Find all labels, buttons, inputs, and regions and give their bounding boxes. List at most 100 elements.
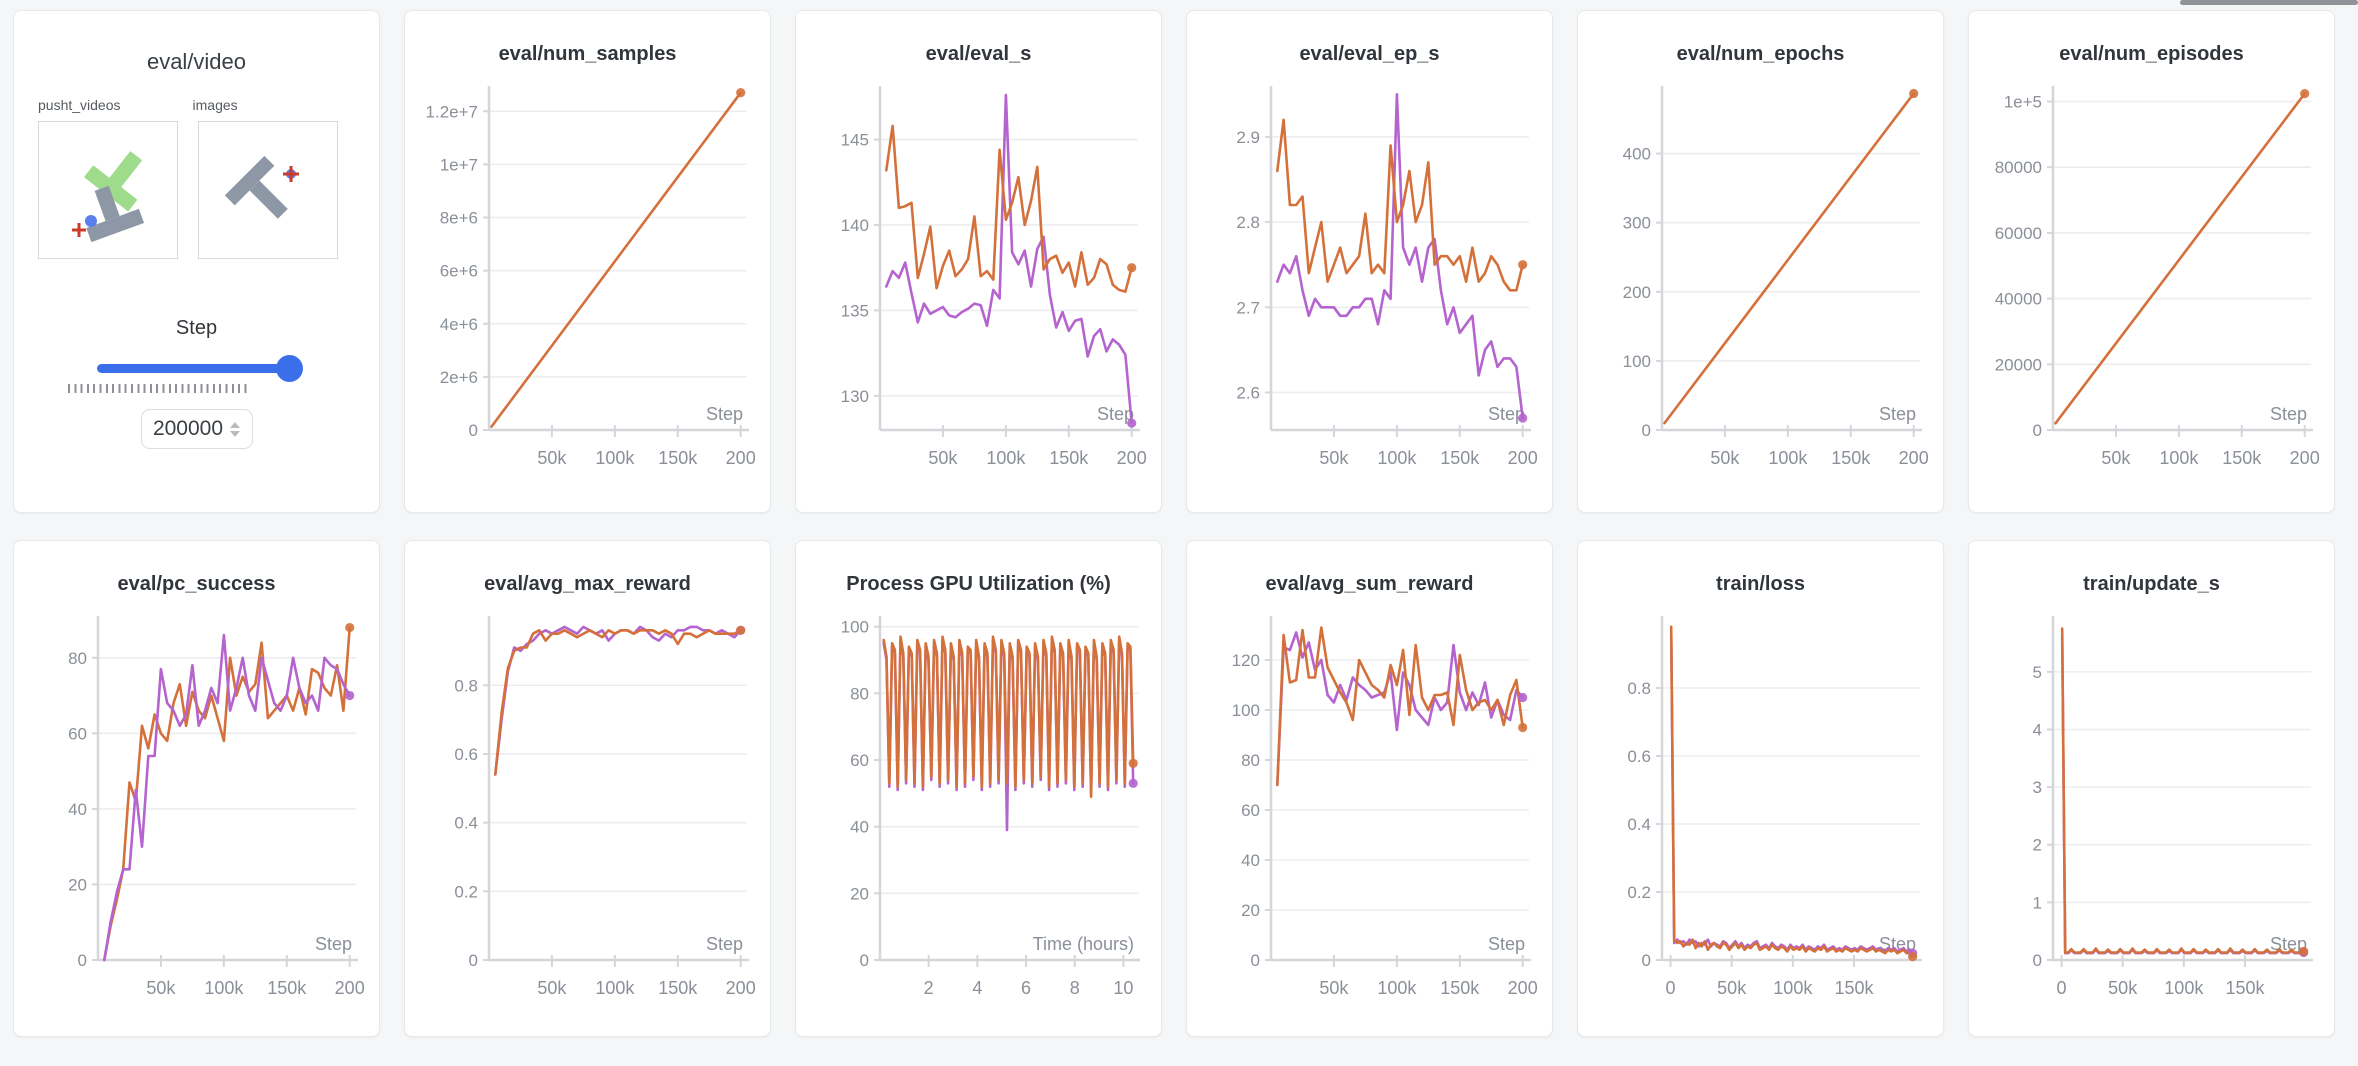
svg-text:2.6: 2.6 <box>1236 384 1260 403</box>
step-number-input[interactable]: 200000 <box>140 409 253 449</box>
svg-text:60: 60 <box>850 751 869 770</box>
svg-text:0: 0 <box>1665 978 1675 998</box>
svg-text:8e+6: 8e+6 <box>439 209 477 228</box>
svg-text:50k: 50k <box>146 978 176 998</box>
svg-text:100k: 100k <box>2164 978 2204 998</box>
svg-text:50k: 50k <box>537 978 567 998</box>
svg-text:100k: 100k <box>204 978 244 998</box>
chart-title: train/loss <box>1716 573 1805 595</box>
panel-eval-num-episodes[interactable]: eval/num_episodes 0 20000 40000 60000 80000 1… <box>1968 10 2335 513</box>
svg-text:Step: Step <box>1487 404 1524 424</box>
svg-text:Step: Step <box>1487 934 1524 954</box>
svg-text:0: 0 <box>468 421 477 440</box>
chart-eval-ep-s[interactable]: 2.6 2.7 2.8 2.9 50k 100k 150k 200 Step <box>1187 78 1552 490</box>
svg-text:1e+7: 1e+7 <box>439 155 477 174</box>
chart-title: eval/avg_sum_reward <box>1265 573 1474 595</box>
chart-avg-max-reward[interactable]: 0 0.2 0.4 0.6 0.8 50k 100k 150k 200 Step <box>405 608 770 1020</box>
svg-text:150k: 150k <box>2225 978 2265 998</box>
svg-text:4e+6: 4e+6 <box>439 315 477 334</box>
chart-eval-s[interactable]: 130 135 140 145 50k 100k 150k 200 Step <box>796 78 1161 490</box>
chart-num-samples[interactable]: 0 2e+6 4e+6 6e+6 8e+6 1e+7 1.2e+7 50k 100k 150k 20… <box>405 78 770 490</box>
panel-eval-avg-sum-reward[interactable]: eval/avg_sum_reward 0 20 40 60 80 100 120 50k 10… <box>1186 540 1553 1037</box>
panel-eval-num-samples[interactable]: eval/num_samples 0 2e+6 4e+6 6e+6 8e+6 1e+7 1.… <box>404 10 771 513</box>
svg-text:6e+6: 6e+6 <box>439 262 477 281</box>
svg-text:150k: 150k <box>1834 978 1874 998</box>
agent-dot-icon <box>85 215 97 227</box>
svg-text:0: 0 <box>1641 421 1650 440</box>
chart-num-epochs[interactable]: 0 100 200 300 400 50k 100k 150k 200 Step <box>1578 78 1943 490</box>
svg-text:50k: 50k <box>2108 978 2138 998</box>
svg-text:Step: Step <box>2269 404 2306 424</box>
svg-text:50k: 50k <box>928 448 958 468</box>
svg-text:100: 100 <box>1622 352 1650 371</box>
panel-eval-eval-ep-s[interactable]: eval/eval_ep_s 2.6 2.7 2.8 2.9 50k 100k 150k 20… <box>1186 10 1553 513</box>
chart-train-update-s[interactable]: 0 1 2 3 4 5 0 50k 100k 150k Step <box>1969 608 2334 1020</box>
svg-text:0.4: 0.4 <box>454 814 478 833</box>
svg-text:50k: 50k <box>537 448 567 468</box>
svg-text:5: 5 <box>2032 663 2041 682</box>
chart-title: eval/eval_ep_s <box>1299 43 1440 65</box>
chart-num-episodes[interactable]: 0 20000 40000 60000 80000 1e+5 50k 100k 150k 200 S… <box>1969 78 2334 490</box>
svg-text:1: 1 <box>2032 893 2041 912</box>
svg-text:0: 0 <box>2032 951 2041 970</box>
svg-text:100k: 100k <box>1773 978 1813 998</box>
svg-text:40: 40 <box>1241 851 1260 870</box>
slider-track[interactable] <box>96 364 297 373</box>
green-t-block-icon <box>84 151 143 212</box>
chart-train-loss[interactable]: 0 0.2 0.4 0.6 0.8 0 50k 100k 150k Step <box>1578 608 1943 1020</box>
svg-text:130: 130 <box>840 387 868 406</box>
panel-train-update-s[interactable]: train/update_s 0 1 2 3 4 5 0 50k 100k 150k Step <box>1968 540 2335 1037</box>
stepper-arrows-icon[interactable] <box>230 421 241 437</box>
panel-eval-eval-s[interactable]: eval/eval_s 130 135 140 145 50k 100k 150k 200 St… <box>795 10 1162 513</box>
goal-cross-icon <box>283 166 299 182</box>
svg-text:2.7: 2.7 <box>1236 298 1260 317</box>
svg-text:0: 0 <box>859 951 868 970</box>
svg-text:140: 140 <box>840 216 868 235</box>
svg-text:4: 4 <box>972 978 982 998</box>
svg-text:0.6: 0.6 <box>454 745 478 764</box>
svg-text:40: 40 <box>68 800 87 819</box>
svg-text:200: 200 <box>1898 448 1928 468</box>
images-thumbnail[interactable] <box>198 121 338 259</box>
svg-text:2.8: 2.8 <box>1236 213 1260 232</box>
slider-tick-marks <box>68 384 250 393</box>
svg-text:200: 200 <box>1507 978 1537 998</box>
svg-text:0: 0 <box>468 951 477 970</box>
svg-text:200: 200 <box>1116 448 1146 468</box>
chart-title: eval/pc_success <box>117 573 276 595</box>
chart-gpu-utilization[interactable]: 0 20 40 60 80 100 2 4 6 8 10 Time (hours) <box>796 608 1161 1020</box>
svg-text:2e+6: 2e+6 <box>439 368 477 387</box>
svg-text:200: 200 <box>1507 448 1537 468</box>
panel-train-loss[interactable]: train/loss 0 0.2 0.4 0.6 0.8 0 50k 100k 150k Step <box>1577 540 1944 1037</box>
panel-eval-num-epochs[interactable]: eval/num_epochs 0 100 200 300 400 50k 100k 150k… <box>1577 10 1944 513</box>
gray-t-block-icon <box>86 185 145 243</box>
svg-text:Step: Step <box>705 934 742 954</box>
panel-gpu-utilization[interactable]: Process GPU Utilization (%) 0 20 40 60 80 100… <box>795 540 1162 1037</box>
svg-text:0: 0 <box>2056 978 2066 998</box>
svg-text:100: 100 <box>840 618 868 637</box>
pusht-videos-thumbnail[interactable] <box>38 121 178 259</box>
chart-title: eval/num_samples <box>498 43 677 65</box>
svg-text:100k: 100k <box>595 448 635 468</box>
svg-text:50k: 50k <box>1710 448 1740 468</box>
svg-text:80: 80 <box>1241 751 1260 770</box>
slider-thumb[interactable] <box>275 355 303 382</box>
panel-eval-avg-max-reward[interactable]: eval/avg_max_reward 0 0.2 0.4 0.6 0.8 50k 100k… <box>404 540 771 1037</box>
svg-text:8: 8 <box>1069 978 1079 998</box>
horizontal-scrollbar[interactable] <box>2180 0 2358 5</box>
step-slider[interactable] <box>96 355 303 382</box>
svg-text:80: 80 <box>68 649 87 668</box>
chart-avg-sum-reward[interactable]: 0 20 40 60 80 100 120 50k 100k 150k 200 Step <box>1187 608 1552 1020</box>
panel-eval-video[interactable]: eval/video pusht_videos images <box>13 10 380 513</box>
chart-pc-success[interactable]: 0 20 40 60 80 50k 100k 150k 200 Step <box>14 608 379 1020</box>
chart-title: eval/num_epochs <box>1676 43 1845 65</box>
svg-text:120: 120 <box>1231 651 1259 670</box>
svg-text:50k: 50k <box>2101 448 2131 468</box>
svg-text:2: 2 <box>2032 836 2041 855</box>
svg-text:0.2: 0.2 <box>454 882 478 901</box>
panel-eval-pc-success[interactable]: eval/pc_success 0 20 40 60 80 50k 100k 150k 200 S… <box>13 540 380 1037</box>
svg-text:2.9: 2.9 <box>1236 128 1260 147</box>
svg-text:145: 145 <box>840 131 868 150</box>
svg-text:20: 20 <box>68 875 87 894</box>
svg-text:Step: Step <box>314 934 351 954</box>
